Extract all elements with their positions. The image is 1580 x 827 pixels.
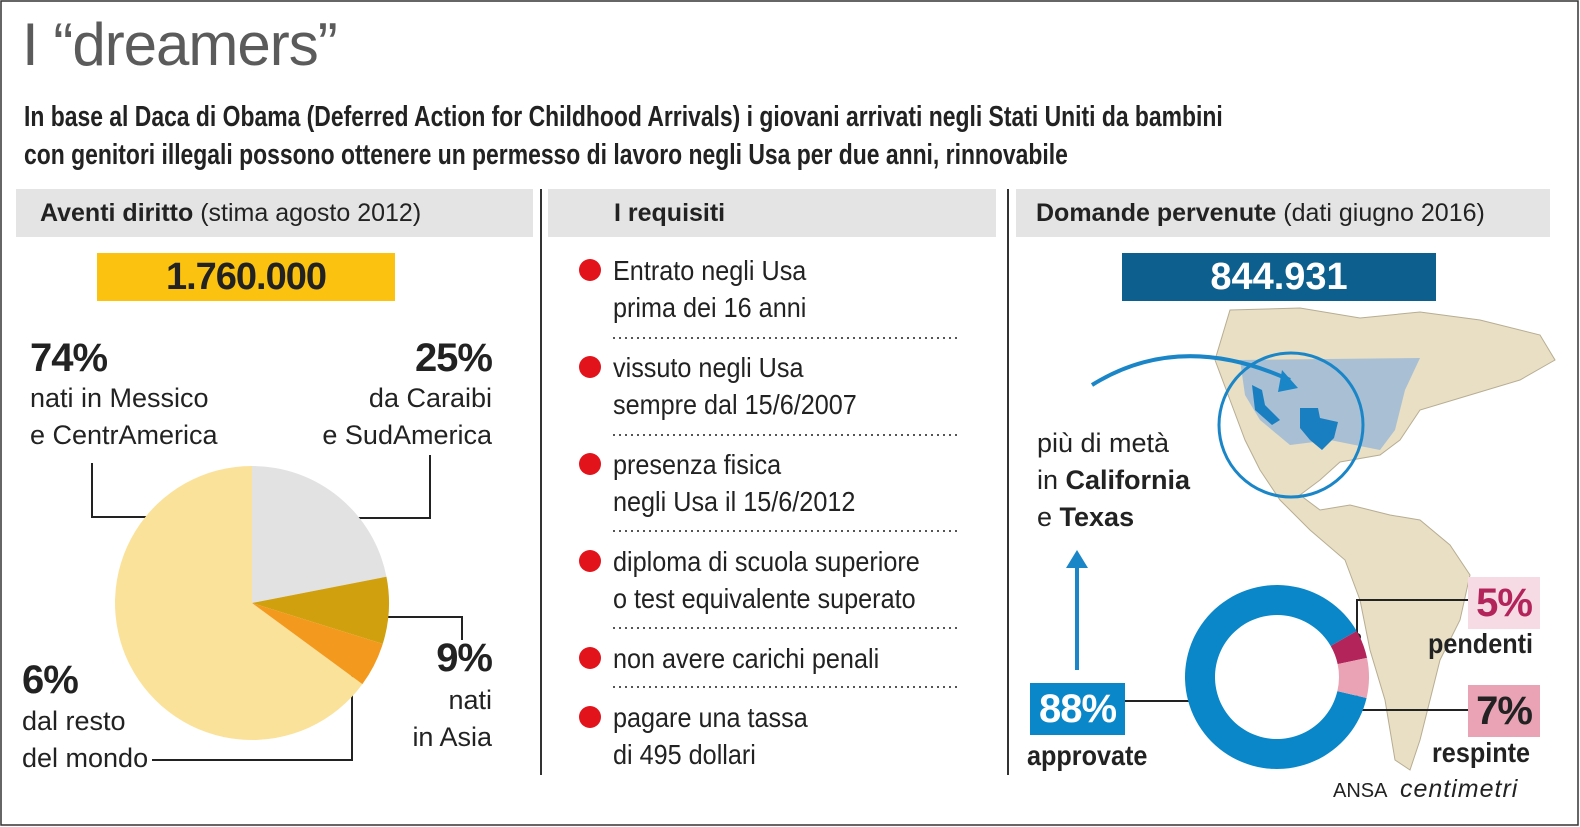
- bullet: [579, 259, 601, 281]
- slice: [1337, 657, 1369, 699]
- note-text: e: [1037, 502, 1060, 532]
- value-label: 9%: [436, 636, 493, 680]
- requirement: vissuto negli Usa sempre dal 15/6/2007: [613, 352, 857, 420]
- section-header: Domande pervenute (dati giugno 2016): [1016, 189, 1550, 237]
- slice: [114, 466, 363, 740]
- value-label: 6%: [22, 658, 79, 702]
- bullet: [579, 453, 601, 475]
- map: [1066, 307, 1556, 771]
- section-header: Aventi diritto (stima agosto 2012): [16, 189, 533, 237]
- section-header: I requisiti: [548, 189, 996, 237]
- category-label: approvate: [1027, 740, 1148, 771]
- value-label: 5%: [1468, 577, 1540, 629]
- slice: [252, 466, 387, 603]
- slice: [252, 576, 389, 644]
- credit-brand: centimetri: [1400, 775, 1519, 803]
- total: 1.760.000: [97, 253, 395, 301]
- arrow-head: [1066, 550, 1088, 568]
- bullet: [579, 550, 601, 572]
- credit-agency: ANSA: [1333, 780, 1388, 802]
- category-label: pendenti: [1428, 628, 1534, 659]
- requirement: diploma di scuola superiore o test equiv…: [613, 546, 920, 614]
- note-line: e Texas: [1037, 499, 1190, 536]
- note-text: California: [1065, 465, 1191, 495]
- arrow: [1090, 354, 1291, 387]
- category-label: nati in Asia: [412, 685, 492, 752]
- requirement: pagare una tassa di 495 dollari: [613, 702, 808, 770]
- note-text: più di metà: [1037, 428, 1170, 458]
- title: I “dreamers”: [22, 11, 338, 78]
- leader-line: [1356, 599, 1468, 637]
- bullet: [579, 647, 601, 669]
- value-label: 7%: [1468, 685, 1540, 737]
- category-label: nati in Messico e CentrAmerica: [30, 383, 218, 450]
- requirement: presenza fisica negli Usa il 15/6/2012: [613, 449, 856, 517]
- subtitle: In base al Daca di Obama (Deferred Actio…: [24, 101, 1223, 171]
- note-line: più di metà: [1037, 425, 1190, 462]
- section-heading: Domande pervenute: [1036, 199, 1277, 227]
- requirement: Entrato negli Usa prima dei 16 anni: [613, 255, 807, 323]
- slice: [1185, 585, 1367, 770]
- bullet: [579, 706, 601, 728]
- slice: [252, 603, 383, 685]
- note-line: in California: [1037, 462, 1190, 499]
- note-text: Texas: [1059, 502, 1135, 532]
- arrow-head: [1278, 370, 1298, 392]
- leader-line: [152, 668, 353, 761]
- bullet: [579, 356, 601, 378]
- value-label: 74%: [30, 336, 108, 380]
- category-label: respinte: [1432, 737, 1531, 768]
- section-note: (stima agosto 2012): [200, 199, 422, 227]
- value-label: 88%: [1030, 683, 1125, 735]
- map-note: più di metà in California e Texas: [1037, 425, 1190, 536]
- note-text: in: [1037, 465, 1066, 495]
- category-label: dal resto del mondo: [22, 706, 149, 773]
- requirement: non avere carichi penali: [613, 643, 880, 674]
- section-heading: Aventi diritto: [40, 199, 194, 227]
- slice: [1330, 631, 1367, 665]
- value-label: 25%: [414, 336, 493, 380]
- california: [1252, 385, 1280, 425]
- texas: [1300, 408, 1338, 450]
- category-label: da Caraibi e SudAmerica: [322, 383, 492, 450]
- highlight-circle: [1217, 351, 1365, 499]
- total: 844.931: [1122, 253, 1436, 301]
- section-heading: I requisiti: [614, 199, 726, 227]
- section-note: (dati giugno 2016): [1283, 199, 1485, 227]
